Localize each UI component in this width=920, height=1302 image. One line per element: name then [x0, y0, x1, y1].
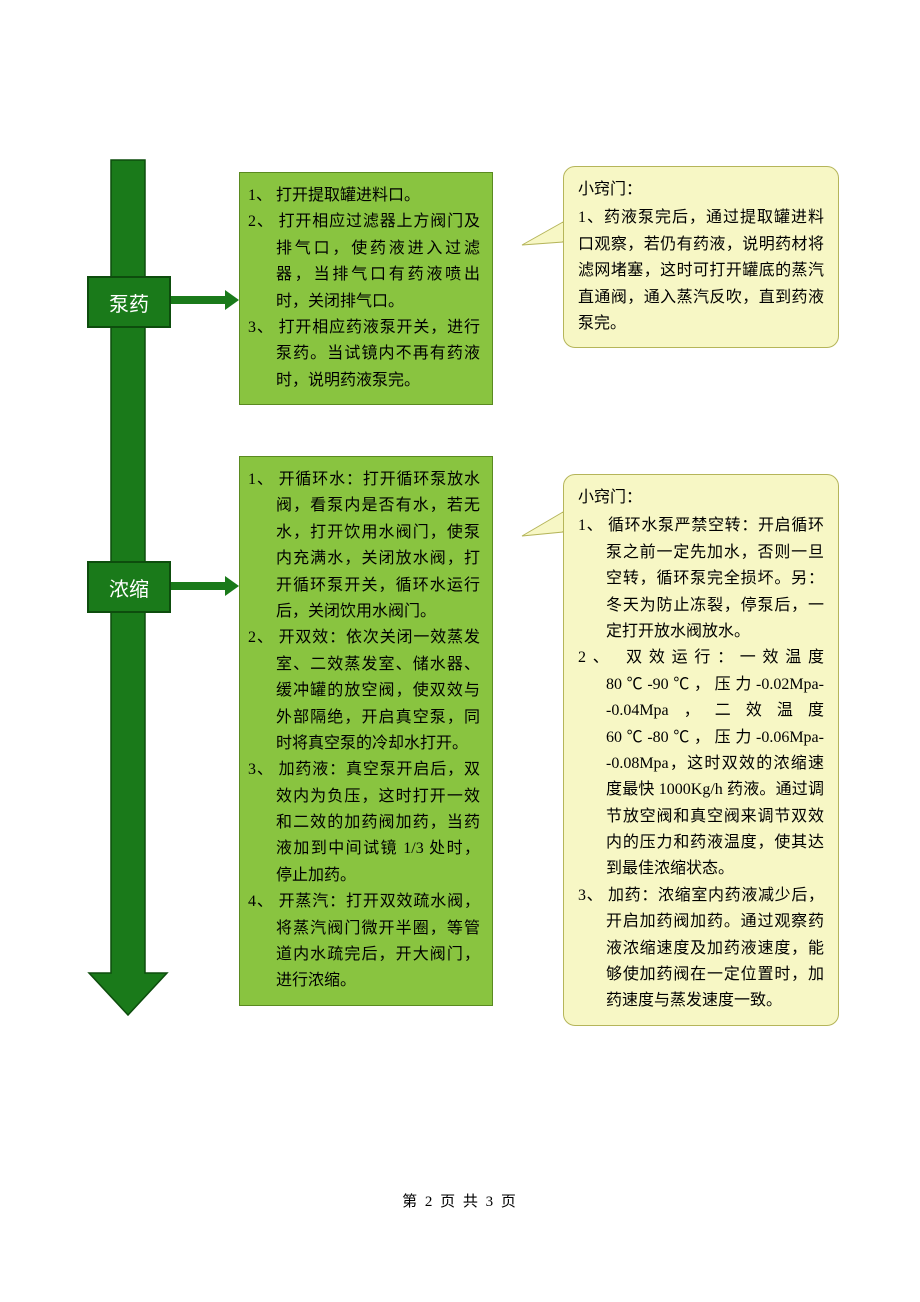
instruction-item: 2、 开双效：依次关闭一效蒸发室、二效蒸发室、储水器、缓冲罐的放空阀，使双效与外… — [248, 625, 480, 757]
tip-title: 小窍门： — [578, 485, 824, 511]
diagram-canvas: 泵药浓缩 1、 打开提取罐进料口。2、 打开相应过滤器上方阀门及排气口，使药液进入… — [0, 0, 920, 1302]
instruction-item: 4、 开蒸汽：打开双效疏水阀，将蒸汽阀门微开半圈，等管道内水疏完后，开大阀门，进… — [248, 889, 480, 995]
step-label: 浓缩 — [109, 573, 149, 602]
step-pump: 泵药 — [87, 276, 171, 328]
tip-pump: 小窍门：1、药液泵完后，通过提取罐进料口观察，若仍有药液，说明药材将滤网堵塞，这… — [563, 166, 839, 348]
instruction-list: 1、 开循环水：打开循环泵放水阀，看泵内是否有水，若无水，打开饮用水阀门，使泵内… — [248, 467, 480, 995]
instruction-item: 1、 打开提取罐进料口。 — [248, 183, 480, 209]
tip-list: 1、 循环水泵严禁空转：开启循环泵之前一定先加水，否则一旦空转，循环泵完全损坏。… — [578, 513, 824, 1014]
instruction-item: 1、 开循环水：打开循环泵放水阀，看泵内是否有水，若无水，打开饮用水阀门，使泵内… — [248, 467, 480, 625]
page-footer: 第 2 页 共 3 页 — [0, 1190, 920, 1211]
footer-text: 第 2 页 共 3 页 — [402, 1194, 518, 1210]
step-label: 泵药 — [109, 288, 149, 317]
tip-item: 3、 加药：浓缩室内药液减少后，开启加药阀加药。通过观察药液浓缩速度及加药液速度… — [578, 883, 824, 1015]
tip-title: 小窍门： — [578, 177, 824, 203]
instruction-item: 3、 打开相应药液泵开关，进行泵药。当试镜内不再有药液时，说明药液泵完。 — [248, 315, 480, 394]
instr-pump: 1、 打开提取罐进料口。2、 打开相应过滤器上方阀门及排气口，使药液进入过滤器，… — [239, 172, 493, 405]
tip-item: 2、 双效运行：一效温度 80℃-90℃，压力-0.02Mpa--0.04Mpa… — [578, 645, 824, 883]
instruction-item: 3、 加药液：真空泵开启后，双效内为负压，这时打开一效和二效的加药阀加药，当药液… — [248, 757, 480, 889]
instr-concentrate: 1、 开循环水：打开循环泵放水阀，看泵内是否有水，若无水，打开饮用水阀门，使泵内… — [239, 456, 493, 1006]
step-concentrate: 浓缩 — [87, 561, 171, 613]
instruction-item: 2、 打开相应过滤器上方阀门及排气口，使药液进入过滤器，当排气口有药液喷出时，关… — [248, 209, 480, 315]
tip-text: 1、药液泵完后，通过提取罐进料口观察，若仍有药液，说明药材将滤网堵塞，这时可打开… — [578, 205, 824, 337]
tip-concentrate: 小窍门：1、 循环水泵严禁空转：开启循环泵之前一定先加水，否则一旦空转，循环泵完… — [563, 474, 839, 1026]
instruction-list: 1、 打开提取罐进料口。2、 打开相应过滤器上方阀门及排气口，使药液进入过滤器，… — [248, 183, 480, 394]
tip-item: 1、 循环水泵严禁空转：开启循环泵之前一定先加水，否则一旦空转，循环泵完全损坏。… — [578, 513, 824, 645]
